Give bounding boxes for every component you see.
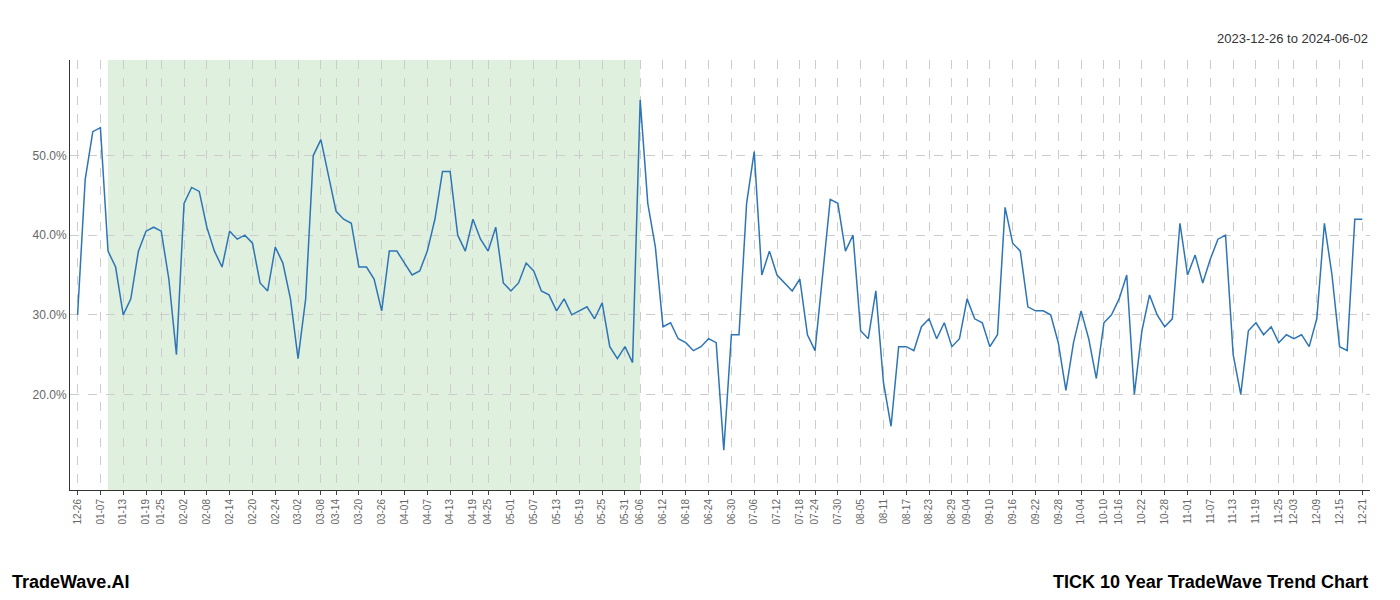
svg-text:06-12: 06-12 (657, 499, 668, 525)
svg-text:12-15: 12-15 (1334, 499, 1345, 525)
svg-text:04-25: 04-25 (482, 499, 493, 525)
svg-text:10-28: 10-28 (1159, 499, 1170, 525)
svg-text:11-25: 11-25 (1273, 499, 1284, 524)
svg-text:10-10: 10-10 (1098, 499, 1109, 525)
svg-text:08-05: 08-05 (855, 499, 866, 525)
svg-text:04-07: 04-07 (422, 499, 433, 525)
svg-text:04-19: 04-19 (467, 499, 478, 525)
svg-text:2023-12-26 to 2024-06-02: 2023-12-26 to 2024-06-02 (1217, 31, 1368, 46)
svg-text:12-26: 12-26 (72, 499, 83, 525)
svg-text:02-20: 02-20 (247, 499, 258, 525)
svg-text:06-18: 06-18 (680, 499, 691, 525)
svg-text:10-22: 10-22 (1136, 499, 1147, 525)
svg-text:03-14: 03-14 (330, 499, 341, 525)
svg-text:08-23: 08-23 (923, 499, 934, 525)
svg-text:10-04: 10-04 (1075, 499, 1086, 525)
svg-text:10-16: 10-16 (1113, 499, 1124, 525)
svg-text:03-26: 03-26 (376, 499, 387, 525)
svg-text:07-24: 07-24 (809, 499, 820, 525)
svg-text:06-30: 06-30 (726, 499, 737, 525)
svg-text:30.0%: 30.0% (33, 308, 67, 322)
svg-text:07-30: 07-30 (832, 499, 843, 525)
svg-text:08-11: 08-11 (878, 499, 889, 524)
svg-text:02-14: 02-14 (224, 499, 235, 525)
svg-text:09-28: 09-28 (1053, 499, 1064, 525)
svg-text:04-01: 04-01 (399, 499, 410, 525)
svg-text:07-06: 07-06 (748, 499, 759, 525)
svg-text:05-19: 05-19 (574, 499, 585, 525)
svg-text:09-22: 09-22 (1030, 499, 1041, 525)
svg-text:09-10: 09-10 (984, 499, 995, 525)
svg-text:TradeWave.AI: TradeWave.AI (12, 572, 129, 592)
svg-text:07-18: 07-18 (794, 499, 805, 525)
svg-text:11-19: 11-19 (1250, 499, 1261, 524)
svg-text:03-20: 03-20 (353, 499, 364, 525)
svg-text:05-01: 05-01 (505, 499, 516, 525)
svg-text:05-07: 05-07 (528, 499, 539, 525)
svg-text:06-06: 06-06 (634, 499, 645, 525)
svg-text:03-08: 03-08 (315, 499, 326, 525)
svg-text:05-13: 05-13 (551, 499, 562, 525)
svg-text:08-17: 08-17 (901, 499, 912, 525)
svg-text:01-07: 01-07 (95, 499, 106, 525)
svg-text:02-08: 02-08 (201, 499, 212, 525)
svg-text:07-12: 07-12 (771, 499, 782, 525)
svg-text:05-25: 05-25 (596, 499, 607, 525)
svg-text:50.0%: 50.0% (33, 149, 67, 163)
svg-text:40.0%: 40.0% (33, 228, 67, 242)
svg-text:05-31: 05-31 (619, 499, 630, 525)
svg-text:04-13: 04-13 (444, 499, 455, 525)
svg-text:01-19: 01-19 (140, 499, 151, 525)
svg-text:11-01: 11-01 (1182, 499, 1193, 524)
svg-text:02-02: 02-02 (178, 499, 189, 525)
svg-text:12-09: 12-09 (1311, 499, 1322, 525)
svg-text:03-02: 03-02 (292, 499, 303, 525)
svg-text:12-03: 12-03 (1288, 499, 1299, 525)
svg-text:TICK 10 Year TradeWave Trend C: TICK 10 Year TradeWave Trend Chart (1053, 572, 1368, 592)
svg-text:12-21: 12-21 (1357, 499, 1368, 525)
svg-text:08-29: 08-29 (946, 499, 957, 525)
svg-text:01-25: 01-25 (155, 499, 166, 525)
svg-text:09-16: 09-16 (1007, 499, 1018, 525)
svg-text:09-04: 09-04 (961, 499, 972, 525)
svg-text:11-13: 11-13 (1227, 499, 1238, 524)
svg-text:06-24: 06-24 (703, 499, 714, 525)
svg-text:11-07: 11-07 (1205, 499, 1216, 524)
svg-text:01-13: 01-13 (117, 499, 128, 525)
svg-text:02-24: 02-24 (270, 499, 281, 525)
svg-text:20.0%: 20.0% (33, 388, 67, 402)
